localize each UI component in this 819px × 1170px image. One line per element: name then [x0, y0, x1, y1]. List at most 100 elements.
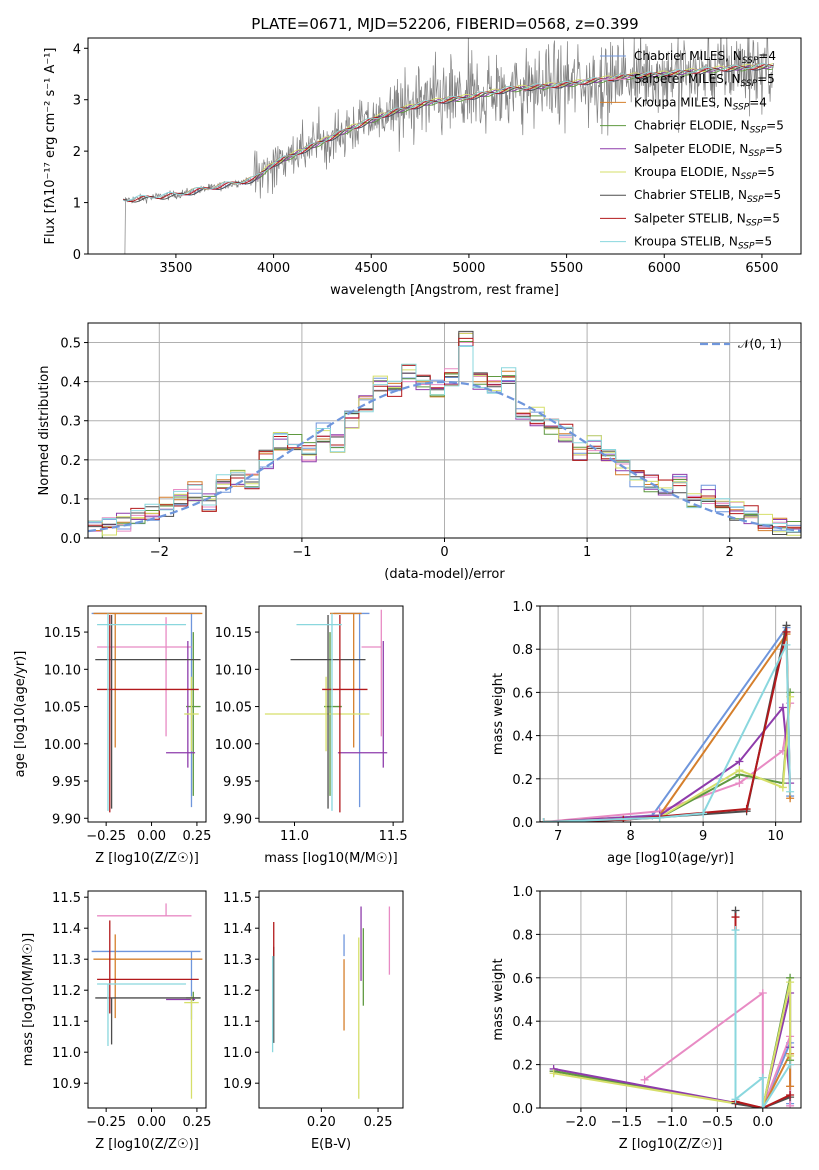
y-tick-label: 10.00	[44, 738, 81, 753]
age_vs_mass-axes: 11.0 11.5 9.90 9.95 10.00 10.05 10.10 10.15	[215, 626, 408, 844]
x-tick-label: 6000	[648, 261, 681, 276]
y-tick-label: 0.2	[512, 773, 533, 788]
x-tick-label: 0.00	[137, 1115, 166, 1130]
hist-plot	[88, 330, 801, 538]
x-tick-label: 9	[699, 829, 707, 844]
mass-weight-marker	[735, 779, 744, 788]
legend-normal-label: 𝒩(0, 1)	[738, 337, 782, 351]
normal-pdf-curve	[88, 380, 801, 533]
y-tick-label: 0.2	[60, 454, 81, 469]
legend-subscript: SSP	[748, 149, 765, 159]
x-tick-label: 4000	[257, 261, 290, 276]
y-tick-label: 0.0	[512, 1102, 533, 1117]
y-tick-label: 0.1	[60, 493, 81, 508]
spectrum-frame	[87, 37, 802, 255]
mass-weight-marker	[731, 1095, 740, 1104]
legend-text-tail: =5	[757, 72, 775, 86]
y-tick-label: 0.2	[512, 1059, 533, 1074]
y-tick-label: 10.15	[215, 626, 252, 641]
x-tick-label: 11.5	[379, 829, 408, 844]
mass_weight_vs_age-plot	[540, 621, 795, 822]
figure-title: PLATE=0671, MJD=52206, FIBERID=0568, z=0…	[251, 15, 638, 33]
y-tick-label: 10.10	[44, 663, 81, 678]
legend-subscript: SSP	[741, 172, 758, 182]
mass-weight-marker	[786, 1051, 795, 1060]
x-tick-label: 0.20	[307, 1115, 336, 1130]
mass-weight-marker	[782, 640, 791, 649]
y-tick-label: 1.0	[512, 885, 533, 900]
mass-weight-marker	[786, 978, 795, 987]
legend-entry: Salpeter MILES, NSSP=5	[634, 72, 775, 89]
y-tick-label: 10.15	[44, 626, 81, 641]
y-tick-label: 0.6	[512, 686, 533, 701]
mass_vs_Z-frame	[87, 890, 207, 1109]
mass_vs_EBV-frame	[258, 890, 404, 1109]
x-tick-label: 1	[583, 545, 591, 560]
mass-weight-marker	[786, 787, 795, 796]
model-line-kroupa-stelib	[123, 63, 774, 202]
y-tick-label: 11.2	[223, 984, 252, 999]
mass-weight-marker	[786, 1082, 795, 1091]
mass-weight-line-kroupa-elodie	[543, 696, 792, 822]
legend-entry: Chabrier STELIB, NSSP=5	[634, 188, 781, 205]
mass-weight-marker	[731, 913, 740, 922]
y-tick-label: 1	[73, 197, 81, 212]
y-tick-label: 10.00	[215, 738, 252, 753]
mass-weight-marker	[549, 1069, 558, 1078]
histogram-salpeter-stelib	[88, 337, 801, 529]
mass_weight_vs_Z-plot	[549, 906, 795, 1108]
legend-text: Kroupa MILES, N	[634, 95, 733, 109]
mass_vs_EBV-x-axis-label: E(B-V)	[311, 1137, 351, 1152]
x-tick-label: 5000	[452, 261, 485, 276]
mass_weight_vs_age-y-axis-label: mass weight	[491, 673, 506, 755]
y-tick-label: 0.3	[60, 415, 81, 430]
x-tick-label: 5500	[550, 261, 583, 276]
x-tick-label: −0.25	[86, 1115, 126, 1130]
legend-text-tail: =5	[765, 142, 783, 156]
x-tick-label: −1	[292, 545, 311, 560]
age_vs_Z-plot	[91, 612, 203, 813]
y-tick-label: 11.0	[52, 1046, 81, 1061]
x-tick-label: −1.5	[611, 1115, 643, 1130]
age_vs_mass-plot	[264, 609, 388, 813]
mass-weight-line-salpeter-stelib	[543, 631, 788, 822]
x-tick-label: 4500	[355, 261, 388, 276]
x-tick-label: 0.25	[364, 1115, 393, 1130]
y-tick-label: 0.4	[512, 730, 533, 745]
mass-weight-marker	[742, 805, 751, 814]
legend-text: Chabrier STELIB, N	[634, 188, 747, 202]
mass-weight-marker	[735, 757, 744, 766]
x-tick-label: 0.0	[752, 1115, 773, 1130]
mass-weight-marker	[699, 809, 708, 818]
mass_weight_vs_age-x-axis-label: age [log10(age/yr)]	[607, 851, 734, 866]
y-tick-label: 0.0	[512, 816, 533, 831]
mass_vs_Z-y-axis-label: mass [log10(M/M☉)]	[21, 933, 36, 1066]
x-tick-label: 0.00	[137, 829, 166, 844]
x-tick-label: −0.25	[86, 829, 126, 844]
y-tick-label: 0.8	[512, 928, 533, 943]
mass_vs_Z-axes: −0.25 0.00 0.25 10.9 11.0 11.1 11.2 11.3 11.4 11.…	[52, 891, 211, 1130]
legend-entry: Kroupa STELIB, NSSP=5	[634, 235, 772, 252]
x-tick-label: 0.25	[182, 829, 211, 844]
mass-weight-marker	[540, 818, 548, 822]
mass_weight_vs_Z-frame	[539, 890, 802, 1109]
legend-entry: Chabrier ELODIE, NSSP=5	[634, 119, 784, 136]
mass_weight_vs_Z-y-axis-label: mass weight	[491, 958, 506, 1040]
mass_vs_EBV-axes: 0.20 0.25 10.9 11.0 11.1 11.2 11.3 11.4 11.5	[223, 891, 392, 1130]
x-tick-label: 3500	[159, 261, 192, 276]
mass-weight-marker	[735, 766, 744, 775]
spectrum-plot	[123, 38, 775, 254]
y-tick-label: 1.0	[512, 600, 533, 615]
x-tick-label: −1.0	[656, 1115, 688, 1130]
y-tick-label: 11.4	[223, 922, 252, 937]
mass-weight-marker	[758, 1073, 767, 1082]
spectrum-x-axis-label: wavelength [Angstrom, rest frame]	[330, 283, 559, 298]
y-tick-label: 10.10	[215, 663, 252, 678]
mass-weight-line-chabrier-miles	[543, 626, 792, 822]
x-tick-label: 10	[767, 829, 784, 844]
legend-subscript: SSP	[746, 218, 763, 228]
x-tick-label: −2	[150, 545, 169, 560]
age_vs_Z-axes: −0.25 0.00 0.25 9.90 9.95 10.00 10.05 10.10 10.1…	[44, 626, 212, 844]
